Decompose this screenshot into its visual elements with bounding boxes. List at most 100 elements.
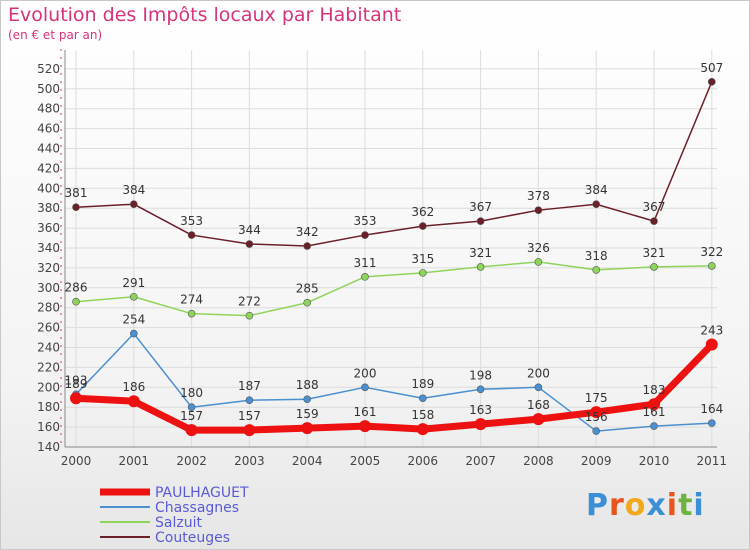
- data-point: [187, 231, 196, 239]
- data-label: 161: [354, 405, 377, 419]
- series-line-chassagnes: [75, 332, 712, 432]
- data-point: [416, 423, 429, 436]
- data-label: 342: [296, 225, 319, 239]
- legend-label: Salzuit: [155, 515, 202, 531]
- series-line-salzuit: [75, 261, 712, 317]
- data-point: [187, 403, 196, 412]
- chart-title: Evolution des Impôts locaux par Habitant: [8, 4, 402, 26]
- data-label: 286: [65, 281, 88, 295]
- data-point: [532, 413, 545, 426]
- data-label: 384: [585, 183, 608, 197]
- data-point: [534, 258, 543, 266]
- data-point: [650, 263, 658, 271]
- data-point: [474, 418, 487, 431]
- logo-letter: P: [586, 488, 609, 523]
- data-point: [303, 395, 312, 404]
- data-label: 189: [411, 377, 434, 391]
- x-tick-label: 2003: [234, 454, 265, 468]
- data-label: 200: [354, 366, 377, 380]
- data-label: 175: [585, 391, 608, 405]
- y-tick-label: 220: [37, 360, 60, 374]
- data-point: [592, 427, 601, 435]
- legend-label: PAULHAGUET: [155, 485, 249, 501]
- data-point: [534, 383, 543, 392]
- data-label: 274: [180, 293, 203, 307]
- data-point: [590, 406, 603, 419]
- series-layer: [70, 78, 718, 437]
- data-point: [72, 297, 80, 306]
- data-point: [418, 222, 427, 230]
- data-point: [418, 269, 427, 277]
- data-point: [476, 385, 485, 394]
- data-label: 378: [527, 189, 550, 203]
- x-tick-label: 2008: [523, 454, 554, 468]
- logo-letter: i: [666, 488, 679, 523]
- data-label: 200: [527, 366, 550, 380]
- data-point: [70, 392, 82, 405]
- data-point: [303, 242, 312, 250]
- data-label: 507: [700, 61, 723, 75]
- data-label: 384: [122, 183, 145, 197]
- x-tick-label: 2004: [292, 454, 323, 468]
- x-tick-label: 2009: [581, 454, 612, 468]
- data-label: 164: [700, 402, 723, 416]
- logo-letter: i: [693, 488, 705, 523]
- data-point: [130, 329, 138, 338]
- data-point: [361, 383, 369, 392]
- data-label: 159: [296, 407, 319, 421]
- logo-letter: t: [678, 488, 694, 523]
- x-tick-label: 2010: [639, 454, 670, 468]
- series-line-paulhaguet: [75, 342, 715, 434]
- x-tick-label: 2001: [119, 454, 150, 468]
- y-tick-label: 420: [37, 161, 60, 175]
- y-tick-label: 320: [37, 261, 60, 275]
- proxiti-logo: Proxiti: [586, 488, 705, 523]
- y-tick-label: 380: [37, 201, 60, 215]
- axes: 140 160 180 200 220 240 260 280 300 320 340 360 380 4…: [37, 49, 728, 468]
- data-point: [72, 203, 80, 212]
- data-label: 163: [469, 403, 492, 417]
- chart-subtitle: (en € et par an): [8, 28, 103, 42]
- x-tick-label: 2005: [350, 454, 381, 468]
- logo-letter: r: [609, 488, 625, 523]
- data-point: [592, 266, 601, 274]
- y-tick-label: 240: [37, 341, 60, 355]
- data-label: 188: [296, 378, 319, 392]
- data-point: [592, 200, 601, 209]
- data-point: [650, 217, 658, 225]
- logo-letter: x: [646, 488, 667, 523]
- data-label: 158: [411, 408, 434, 422]
- y-tick-label: 400: [37, 181, 60, 195]
- data-label: 272: [238, 295, 261, 309]
- data-point: [707, 419, 716, 427]
- data-label: 189: [65, 377, 88, 391]
- data-label: 291: [122, 276, 145, 290]
- data-point: [301, 422, 314, 435]
- y-tick-label: 480: [37, 102, 60, 116]
- data-point: [185, 424, 198, 437]
- data-point: [243, 424, 256, 437]
- data-label: 311: [354, 256, 377, 270]
- x-tick-label: 2000: [61, 454, 92, 468]
- data-point: [359, 420, 371, 433]
- data-label: 285: [296, 282, 319, 296]
- y-tick-label: 180: [37, 400, 60, 414]
- y-tick-label: 460: [37, 122, 60, 136]
- data-point: [476, 263, 485, 271]
- data-label: 156: [585, 410, 608, 424]
- y-tick-label: 140: [37, 440, 60, 454]
- data-labels-layer: 189 186 157 157 159 161 158 163 168 175 183 243 193 2…: [65, 61, 724, 424]
- data-label: 353: [354, 214, 377, 228]
- data-label: 321: [469, 246, 492, 260]
- data-point: [648, 398, 660, 411]
- y-tick-label: 200: [37, 380, 60, 394]
- x-tick-label: 2011: [697, 454, 728, 468]
- y-tick-label: 340: [37, 241, 60, 255]
- data-label: 381: [65, 186, 88, 200]
- data-label: 344: [238, 223, 261, 237]
- y-tick-label: 300: [37, 281, 60, 295]
- data-label: 353: [180, 214, 203, 228]
